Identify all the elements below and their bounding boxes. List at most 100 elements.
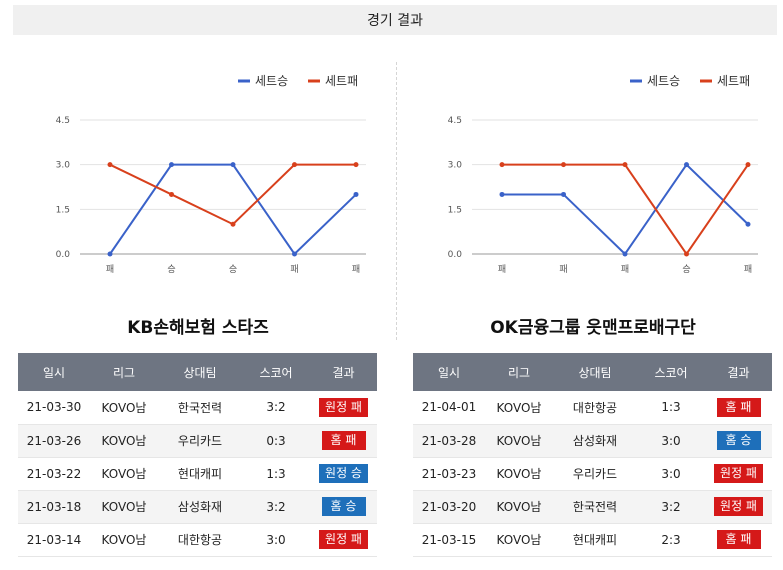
cell-score: 3:0 bbox=[637, 457, 705, 491]
data-point bbox=[353, 191, 359, 197]
cell-league: KOVO남 bbox=[90, 490, 158, 524]
cell-result: 홈 패 bbox=[705, 391, 772, 425]
cell-date: 21-03-15 bbox=[413, 523, 485, 557]
col-date: 일시 bbox=[18, 353, 90, 391]
legend-label: 세트승 bbox=[647, 74, 680, 88]
data-point bbox=[622, 162, 628, 168]
result-badge: 원정 승 bbox=[319, 464, 368, 483]
cell-date: 21-03-22 bbox=[18, 457, 90, 491]
result-badge: 홈 승 bbox=[716, 431, 761, 450]
cell-date: 21-03-26 bbox=[18, 424, 90, 458]
cell-league: KOVO남 bbox=[485, 490, 553, 524]
cell-opponent: 삼성화재 bbox=[553, 424, 637, 458]
y-tick-label: 4.5 bbox=[56, 116, 70, 126]
set-chart-svg: 세트승 세트패 4.5 3.0 1.5 0.0 패 패 패 승 패 bbox=[448, 74, 758, 275]
cell-league: KOVO남 bbox=[90, 391, 158, 425]
cell-result: 홈 승 bbox=[705, 424, 772, 458]
team-name-1: KB손해보험 스타즈 bbox=[127, 318, 269, 338]
cell-date: 21-03-28 bbox=[413, 424, 485, 458]
cell-score: 1:3 bbox=[242, 457, 310, 491]
data-point bbox=[169, 191, 174, 197]
table-row: 21-03-14 KOVO남 대한항공 3:0 원정 패 bbox=[18, 523, 377, 557]
y-tick-label: 0.0 bbox=[448, 250, 463, 260]
legend-label: 세트패 bbox=[717, 74, 750, 88]
cell-date: 21-03-18 bbox=[18, 490, 90, 524]
data-point bbox=[353, 162, 359, 168]
cell-score: 3:0 bbox=[242, 523, 310, 557]
col-result: 결과 bbox=[310, 353, 377, 391]
result-badge: 홈 승 bbox=[321, 497, 366, 516]
x-tick-label: 패 bbox=[352, 264, 360, 275]
x-tick-label: 패 bbox=[744, 264, 752, 275]
col-opponent: 상대팀 bbox=[553, 353, 637, 391]
legend-label: 세트패 bbox=[325, 74, 358, 88]
data-point bbox=[292, 251, 297, 257]
result-badge: 홈 패 bbox=[716, 397, 761, 417]
cell-league: KOVO남 bbox=[485, 424, 553, 458]
table-row: 21-04-01 KOVO남 대한항공 1:3 홈 패 bbox=[413, 391, 772, 425]
cell-opponent: 대한항공 bbox=[553, 391, 637, 425]
cell-result: 홈 패 bbox=[310, 424, 377, 458]
table-row: 21-03-30 KOVO남 한국전력 3:2 원정 패 bbox=[18, 391, 377, 425]
table-row: 21-03-20 KOVO남 한국전력 3:2 원정 패 bbox=[413, 490, 772, 524]
set-chart-svg: 세트승 세트패 4.5 3.0 1.5 0.0 패 승 승 패 패 bbox=[56, 74, 366, 275]
cell-date: 21-03-20 bbox=[413, 490, 485, 524]
cell-league: KOVO남 bbox=[90, 523, 158, 557]
data-point bbox=[230, 221, 236, 227]
x-tick-label: 승 bbox=[167, 264, 175, 275]
cell-date: 21-04-01 bbox=[413, 391, 485, 425]
cell-league: KOVO남 bbox=[485, 523, 553, 557]
cell-score: 0:3 bbox=[242, 424, 310, 458]
x-tick-label: 패 bbox=[290, 264, 298, 275]
x-tick-label: 승 bbox=[682, 264, 690, 275]
y-tick-label: 1.5 bbox=[448, 205, 462, 215]
data-point bbox=[745, 162, 751, 168]
section-header: 경기 결과 bbox=[13, 5, 777, 35]
cell-opponent: 한국전력 bbox=[553, 490, 637, 524]
table-row: 21-03-23 KOVO남 우리카드 3:0 원정 패 bbox=[413, 457, 772, 491]
y-tick-label: 1.5 bbox=[56, 205, 70, 215]
data-point bbox=[745, 221, 751, 227]
x-tick-label: 패 bbox=[559, 264, 567, 275]
result-badge: 홈 패 bbox=[321, 431, 366, 450]
cell-league: KOVO남 bbox=[485, 391, 553, 425]
col-score: 스코어 bbox=[637, 353, 705, 391]
data-point bbox=[292, 162, 297, 168]
y-tick-label: 4.5 bbox=[448, 116, 462, 126]
col-league: 리그 bbox=[90, 353, 158, 391]
cell-result: 원정 패 bbox=[705, 490, 772, 524]
cell-score: 3:2 bbox=[242, 490, 310, 524]
data-point bbox=[230, 162, 236, 168]
cell-score: 2:3 bbox=[637, 523, 705, 557]
col-opponent: 상대팀 bbox=[158, 353, 242, 391]
cell-league: KOVO남 bbox=[90, 424, 158, 458]
y-tick-label: 3.0 bbox=[448, 161, 463, 171]
x-tick-label: 패 bbox=[498, 264, 506, 275]
cell-result: 홈 패 bbox=[705, 523, 772, 557]
cell-date: 21-03-14 bbox=[18, 523, 90, 557]
data-point bbox=[684, 162, 689, 168]
cell-result: 원정 패 bbox=[705, 457, 772, 491]
cell-opponent: 현대캐피 bbox=[158, 457, 242, 491]
results-table-team-2: 일시 리그 상대팀 스코어 결과 21-04-01 KOVO남 대한항공 1:3 홈 패… bbox=[413, 353, 772, 557]
cell-opponent: 우리카드 bbox=[158, 424, 242, 458]
series-line-set-loss bbox=[109, 163, 356, 226]
data-point bbox=[107, 162, 113, 168]
table-row: 21-03-15 KOVO남 현대캐피 2:3 홈 패 bbox=[413, 523, 772, 557]
cell-date: 21-03-23 bbox=[413, 457, 485, 491]
table-row: 21-03-28 KOVO남 삼성화재 3:0 홈 승 bbox=[413, 424, 772, 458]
cell-opponent: 대한항공 bbox=[158, 523, 242, 557]
cell-opponent: 한국전력 bbox=[158, 391, 242, 425]
result-badge: 원정 패 bbox=[319, 397, 368, 417]
data-point bbox=[684, 251, 689, 257]
cell-score: 3:2 bbox=[637, 490, 705, 524]
cell-league: KOVO남 bbox=[90, 457, 158, 491]
column-divider bbox=[396, 62, 397, 340]
cell-score: 1:3 bbox=[637, 391, 705, 425]
data-point bbox=[107, 251, 113, 257]
table-row: 21-03-22 KOVO남 현대캐피 1:3 원정 승 bbox=[18, 457, 377, 491]
data-point bbox=[561, 191, 566, 197]
table-header-row: 일시 리그 상대팀 스코어 결과 bbox=[18, 353, 377, 391]
cell-league: KOVO남 bbox=[485, 457, 553, 491]
result-badge: 원정 패 bbox=[319, 530, 368, 549]
